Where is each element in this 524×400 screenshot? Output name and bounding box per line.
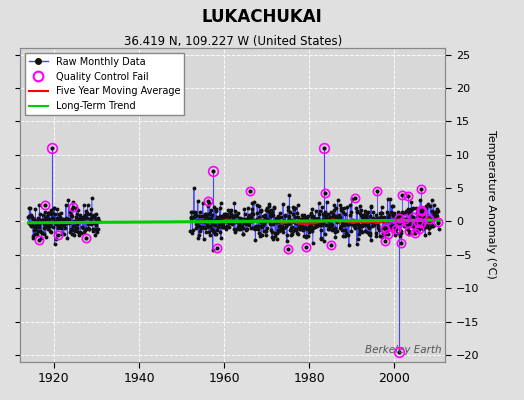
Legend: Raw Monthly Data, Quality Control Fail, Five Year Moving Average, Long-Term Tren: Raw Monthly Data, Quality Control Fail, … [25, 53, 184, 115]
Y-axis label: Temperature Anomaly (°C): Temperature Anomaly (°C) [486, 130, 496, 279]
Text: LUKACHUKAI: LUKACHUKAI [202, 8, 322, 26]
Title: 36.419 N, 109.227 W (United States): 36.419 N, 109.227 W (United States) [124, 35, 342, 48]
Text: Berkeley Earth: Berkeley Earth [365, 345, 441, 355]
